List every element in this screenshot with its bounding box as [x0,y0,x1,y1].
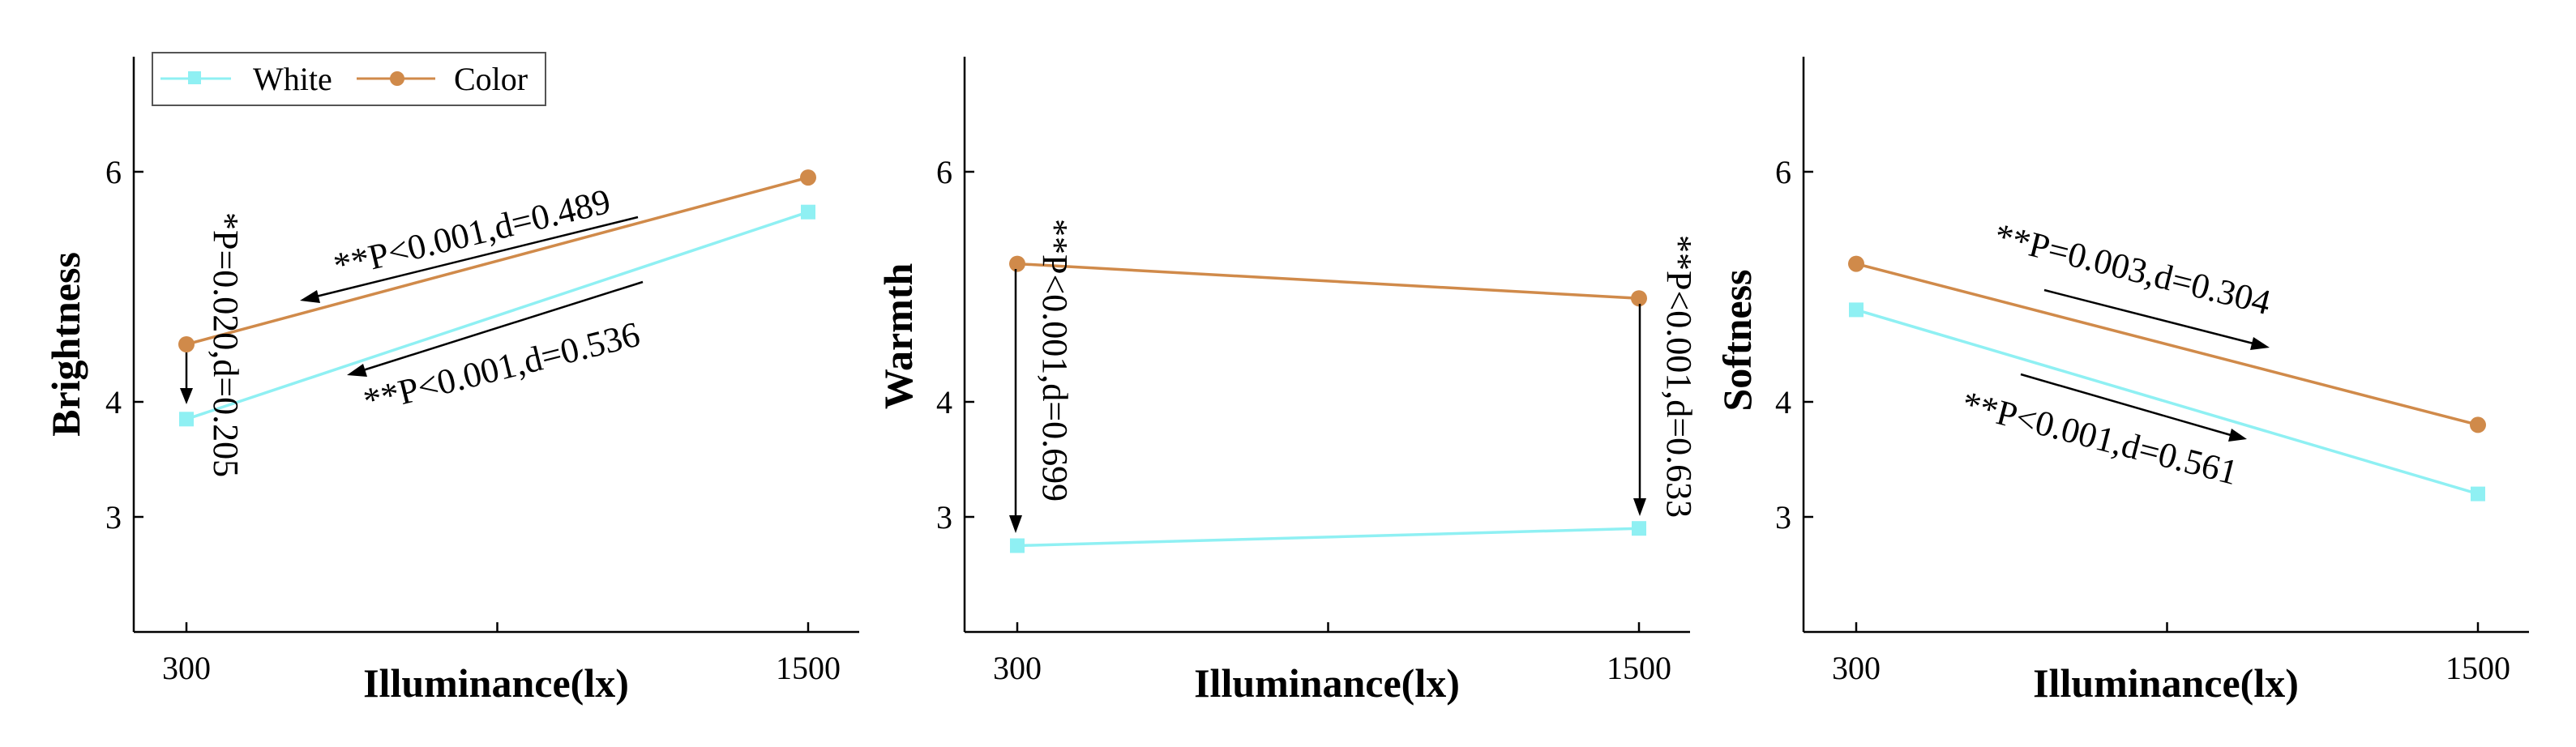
y-tick-label: 6 [936,154,952,190]
data-point-color [178,336,195,352]
data-point-white [1849,302,1864,318]
annotation-label: **P<0.001,d=0.561 [1958,383,2241,493]
series-lines [1848,255,2486,502]
annotation-label: *P=0.020,d=0.205 [206,212,246,477]
y-tick-label: 3 [1775,499,1791,536]
y-axis-label: Brightness [43,252,88,437]
x-axis-label: Illuminance(lx) [1194,660,1460,706]
arrowhead [300,290,320,303]
x-axis-label: Illuminance(lx) [2033,660,2299,706]
legend-color-label: Color [454,61,528,97]
legend-white-label: White [253,61,332,97]
ticks: 3 4 6 300 1500 [1775,154,2510,686]
y-axis-label: Softness [1714,269,1760,411]
y-tick-label: 6 [1775,154,1791,190]
x-tick-label: 1500 [1607,650,1671,686]
y-tick-label: 3 [105,499,122,536]
legend-white-marker [188,71,201,84]
ticks: 3 4 6 300 1500 [936,154,1671,686]
data-point-white [179,412,194,427]
data-point-white [1632,521,1646,536]
series-line-white [1855,308,2479,496]
annotation-label: **P<0.001,d=0.633 [1659,235,1699,518]
panel-softness: 3 4 6 300 1500 Softness Illuminance(lx) **P=… [1714,57,2529,706]
data-point-white [2471,486,2485,502]
y-tick-label: 4 [105,384,122,420]
x-tick-label: 300 [993,650,1042,686]
annotation-label: **P<0.001,d=0.536 [360,314,644,421]
data-point-color [1631,290,1647,307]
data-point-color [1848,255,1864,272]
arrowhead [347,364,367,377]
data-point-color [800,169,816,186]
series-lines [1009,255,1647,553]
data-point-white [1010,538,1025,553]
x-tick-label: 1500 [2445,650,2510,686]
series-line-white [1016,527,1640,548]
x-tick-label: 1500 [776,650,841,686]
arrowhead [1633,498,1646,516]
legend: White Color [152,52,546,106]
annotation-label: **P=0.003,d=0.304 [1991,216,2275,322]
series-line-color [1016,262,1640,300]
data-point-color [2470,416,2486,433]
ticks: 3 4 6 300 1500 [105,154,841,686]
panel-brightness: 3 4 6 300 1500 Brightness Illuminance(lx) Wh… [43,52,859,706]
series-lines [178,169,816,427]
y-tick-label: 4 [936,384,952,420]
arrowhead [180,388,193,404]
data-point-white [801,204,815,220]
series-line-color [186,176,809,346]
annotation-arrow [2043,288,2254,345]
series-line-white [186,211,809,420]
data-point-color [1009,255,1025,272]
annotation-arrow [2020,373,2232,437]
arrowhead [2228,429,2247,442]
panel-warmth: 3 4 6 300 1500 Warmth Illuminance(lx) **P<0.… [875,57,1699,706]
annotation-arrow [362,280,644,372]
y-axis-label: Warmth [875,263,921,410]
annotation-arrow [315,216,639,298]
x-tick-label: 300 [1832,650,1881,686]
annotation-label: **P<0.001,d=0.699 [1035,219,1075,502]
y-tick-label: 4 [1775,384,1791,420]
arrowhead [2250,337,2270,350]
series-line-color [1855,262,2479,427]
y-tick-label: 3 [936,499,952,536]
legend-color-marker [390,71,404,86]
x-tick-label: 300 [162,650,211,686]
x-axis-label: Illuminance(lx) [363,660,629,706]
y-tick-label: 6 [105,154,122,190]
arrowhead [1009,515,1022,533]
